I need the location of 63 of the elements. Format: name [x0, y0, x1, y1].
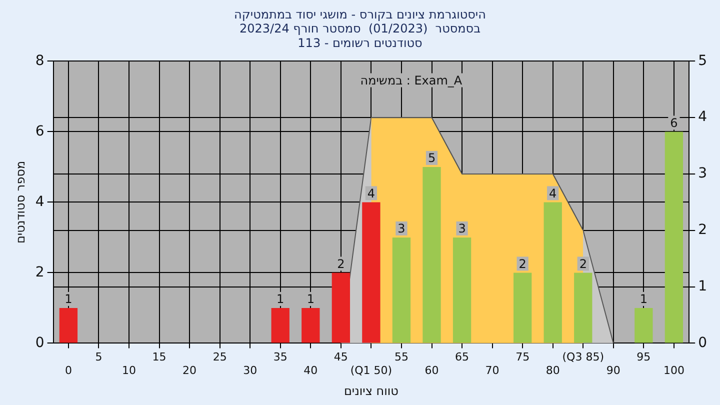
- bar: [59, 308, 78, 343]
- x-tick-label: 20: [182, 364, 197, 377]
- y-tick-label: 6: [35, 123, 44, 140]
- bar: [574, 272, 592, 343]
- chart-subtitle: בסמסטר (01/2023) סמסטר חורף 2023/24 סטודנטים רשומים - 113: [239, 22, 481, 50]
- x-tick-label: (Q1 50): [350, 364, 392, 377]
- bar: [422, 166, 441, 343]
- x-axis-title: טווח ציונים: [344, 384, 399, 398]
- x-tick-label: 90: [606, 364, 620, 377]
- x-tick-label: 25: [212, 350, 227, 364]
- x-tick-label: 0: [64, 364, 72, 377]
- x-tick-label: 100: [663, 364, 684, 377]
- x-tick-label: 35: [273, 350, 288, 364]
- data-label: 2: [579, 256, 587, 271]
- chart-title: היסטוגרמת ציונים בקורס - מושגי יסוד במתמטיקה: [234, 7, 486, 22]
- bar: [392, 237, 411, 343]
- bar: [634, 308, 653, 343]
- data-label: 4: [549, 186, 557, 200]
- data-label: 5: [428, 151, 436, 166]
- data-label: 1: [276, 292, 284, 306]
- data-label: 4: [367, 186, 376, 200]
- x-tick-label: 40: [304, 364, 318, 377]
- data-label: 2: [518, 256, 526, 271]
- data-label: 1: [306, 292, 314, 306]
- x-tick-label: 75: [516, 350, 530, 364]
- y-axis-title: מספר סטודנטים: [13, 160, 28, 244]
- x-tick-label: 15: [152, 350, 166, 364]
- data-label: 1: [640, 292, 648, 306]
- x-tick-label: 80: [546, 364, 560, 377]
- y-tick-label: 8: [35, 52, 44, 69]
- data-label: 3: [398, 222, 406, 236]
- y-tick-label: 2: [35, 264, 44, 280]
- y2-tick-label: 3: [698, 166, 708, 182]
- y2-tick-label: 0: [698, 334, 708, 351]
- bar: [513, 272, 532, 343]
- bar: [362, 202, 380, 343]
- x-tick-label: 45: [334, 350, 348, 364]
- bar: [664, 132, 684, 343]
- data-label: 2: [337, 256, 345, 271]
- x-tick-label: 70: [485, 364, 500, 377]
- y-tick-label: 4: [35, 194, 44, 210]
- y2-tick-label: 2: [698, 222, 708, 238]
- annotation: במשימה : Exam_A: [360, 73, 463, 88]
- x-tick-label: 95: [636, 350, 651, 364]
- x-tick-label: 65: [455, 350, 470, 364]
- y-tick-label: 0: [35, 334, 44, 351]
- x-tick-label: 60: [424, 364, 439, 377]
- x-tick-label: 10: [122, 364, 136, 377]
- x-tick-label: (Q3 85): [562, 350, 604, 364]
- bar: [332, 272, 350, 343]
- data-label: 6: [670, 116, 678, 130]
- x-tick-label: 30: [243, 364, 258, 377]
- y2-tick-label: 4: [698, 109, 708, 126]
- bar: [302, 308, 320, 343]
- y2-tick-label: 1: [698, 278, 708, 294]
- data-label: 3: [458, 222, 466, 236]
- x-tick-label: 5: [95, 350, 102, 364]
- bar: [271, 308, 290, 343]
- data-label: 1: [64, 292, 72, 306]
- bar: [452, 237, 472, 343]
- x-tick-label: 55: [394, 350, 408, 364]
- y2-tick-label: 5: [698, 52, 708, 69]
- bar: [544, 202, 562, 343]
